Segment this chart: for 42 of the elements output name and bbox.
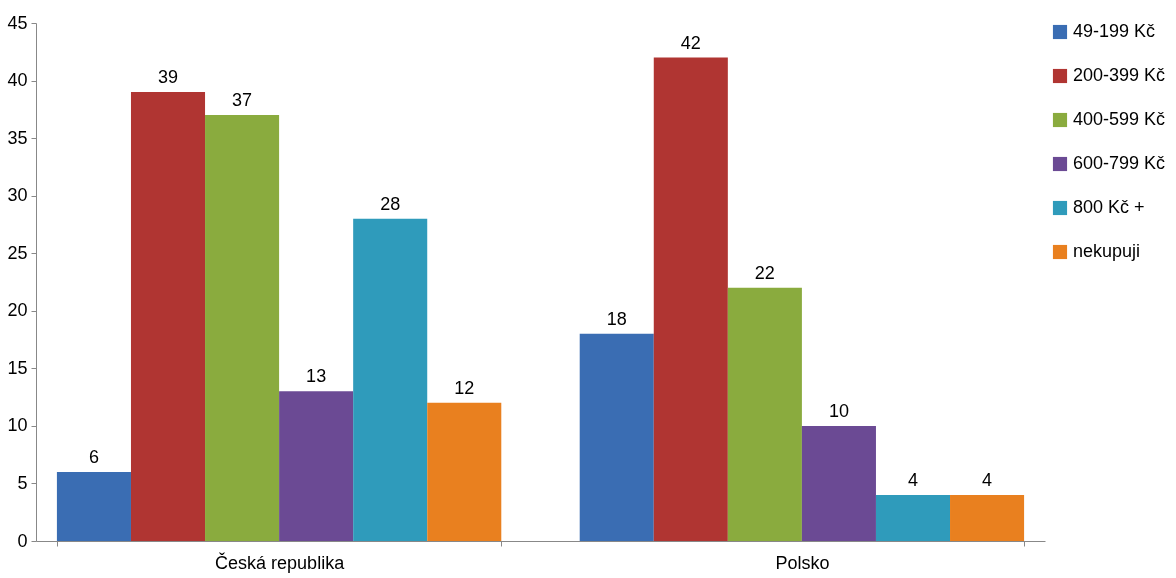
- bar: [427, 402, 502, 541]
- bar: [727, 287, 802, 541]
- y-tick-label: 15: [7, 357, 28, 378]
- data-label: 37: [232, 90, 253, 111]
- y-tick-label: 40: [7, 70, 28, 91]
- data-label: 13: [306, 366, 327, 387]
- bar: [205, 115, 280, 541]
- legend-label: 400-599 Kč: [1073, 109, 1166, 129]
- bar: [579, 333, 654, 541]
- bar: [56, 471, 131, 541]
- data-label: 39: [157, 67, 179, 88]
- data-label: 4: [907, 469, 918, 490]
- x-tick-label: Polsko: [775, 552, 830, 573]
- data-label: 22: [754, 262, 775, 283]
- bar: [875, 494, 951, 541]
- data-label: 10: [828, 400, 849, 421]
- bar: [801, 425, 876, 541]
- bar: [653, 57, 728, 541]
- y-tick-label: 20: [7, 300, 28, 321]
- data-label: 12: [454, 377, 475, 398]
- data-label: 28: [380, 193, 401, 214]
- legend-label: 49-199 Kč: [1073, 21, 1156, 41]
- legend-label: nekupuji: [1073, 241, 1141, 261]
- y-tick-label: 45: [7, 12, 28, 33]
- y-tick-label: 30: [7, 185, 28, 206]
- data-label: 18: [606, 308, 627, 329]
- y-tick-label: 10: [7, 415, 28, 436]
- y-tick-label: 5: [17, 472, 28, 493]
- bar: [279, 391, 354, 541]
- data-label: 6: [88, 446, 99, 467]
- y-tick-label: 0: [17, 530, 28, 551]
- bar: [130, 92, 206, 541]
- y-tick-label: 35: [7, 127, 28, 148]
- y-tick-label: 25: [7, 242, 28, 263]
- x-tick-label: Česká republika: [215, 551, 346, 573]
- data-label: 4: [982, 469, 993, 490]
- bar: [950, 494, 1025, 541]
- bar: [353, 218, 428, 541]
- data-label: 42: [680, 32, 701, 53]
- legend-label: 800 Kč +: [1073, 197, 1145, 217]
- legend-label: 600-799 Kč: [1073, 153, 1166, 173]
- legend-label: 200-399 Kč: [1073, 65, 1166, 85]
